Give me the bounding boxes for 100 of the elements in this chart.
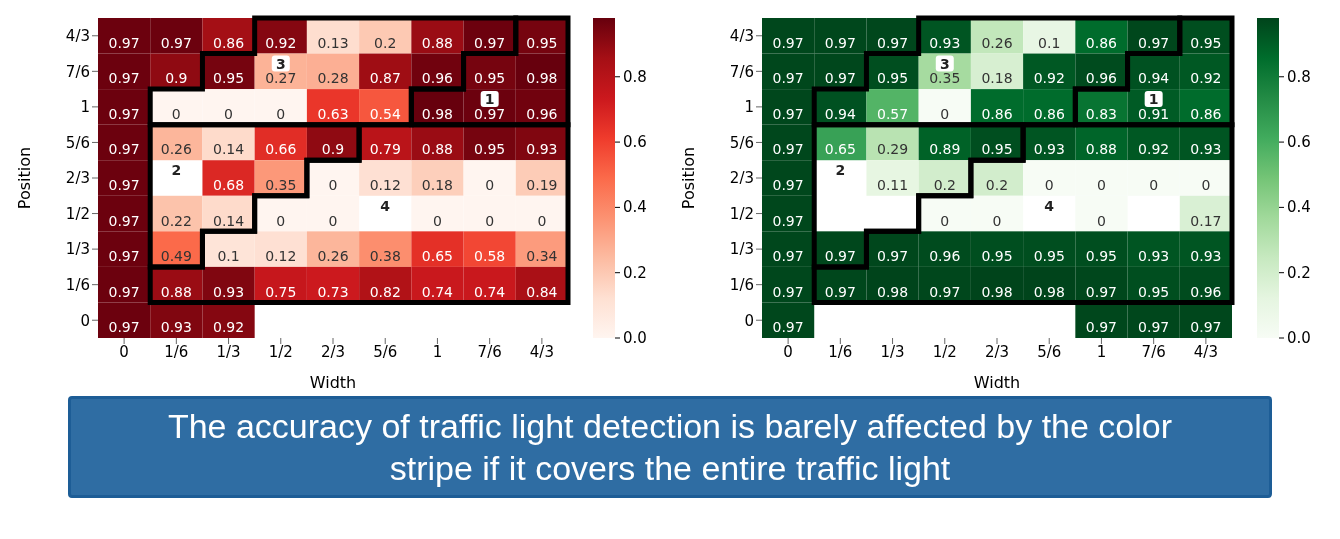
annotation: 2 (835, 162, 846, 179)
data-label: 0.97 (160, 34, 192, 51)
data-label: 0.97 (772, 105, 804, 122)
data-label: 0 (328, 177, 338, 193)
data-label: 0.2 (933, 177, 956, 193)
data-label: 0.22 (160, 212, 192, 229)
x-tick-label: 0 (783, 342, 793, 361)
x-tick-label: 1/2 (268, 342, 293, 361)
data-label: 0.86 (212, 34, 245, 51)
annotation: 2 (171, 162, 182, 179)
y-tick-label: 4/3 (65, 27, 90, 46)
data-label: 0.83 (1085, 105, 1118, 122)
data-label: 0.98 (981, 283, 1013, 300)
annotation: 1 (484, 91, 495, 108)
y-tick-label: 1/6 (729, 275, 754, 294)
data-label: 0.92 (1138, 141, 1170, 158)
data-label: 0.93 (526, 141, 558, 158)
data-label: 0.97 (772, 283, 804, 300)
data-label: 0.49 (160, 248, 192, 265)
data-label: 0.35 (265, 177, 297, 193)
data-label: 0.28 (317, 70, 349, 87)
x-tick-label: 1/6 (828, 342, 853, 361)
data-label: 0.97 (824, 34, 856, 51)
data-label: 0.14 (212, 141, 245, 158)
x-axis-title: Width (973, 373, 1021, 392)
data-label: 0.68 (212, 177, 245, 193)
data-label: 0.88 (160, 283, 192, 300)
y-axis-title: Position (678, 146, 698, 210)
data-label: 0.95 (876, 70, 909, 87)
data-label: 0.26 (160, 141, 193, 158)
data-label: 0.95 (981, 248, 1013, 265)
data-label: 0.97 (876, 34, 909, 51)
data-label: 0.9 (165, 70, 188, 87)
data-label: 0.2 (374, 34, 397, 51)
data-label: 0.86 (1033, 105, 1065, 122)
data-label: 0.97 (772, 177, 804, 193)
data-label: 0.97 (108, 177, 140, 193)
color-bar-label: 0.2 (1287, 263, 1311, 282)
data-label: 0.88 (421, 141, 454, 158)
data-label: 0.96 (421, 70, 454, 87)
data-label: 0.26 (317, 248, 349, 265)
data-label: 0.97 (108, 319, 140, 336)
data-label: 0.86 (1085, 34, 1118, 51)
data-label: 0 (537, 212, 547, 229)
data-label: 0.63 (317, 105, 349, 122)
data-label: 0.97 (108, 141, 140, 158)
data-label: 0.97 (1085, 283, 1118, 300)
data-label: 0.96 (1085, 70, 1118, 87)
data-label: 0.93 (1138, 248, 1170, 265)
data-label: 0.97 (772, 34, 804, 51)
y-tick-label: 1/3 (65, 240, 90, 259)
x-tick-label: 4/3 (529, 342, 554, 361)
data-label: 0.92 (265, 34, 297, 51)
y-tick-label: 5/6 (65, 133, 90, 152)
data-label: 0 (1096, 212, 1106, 229)
data-label: 0.97 (1138, 34, 1170, 51)
data-label: 0.97 (108, 248, 140, 265)
data-label: 0 (328, 212, 338, 229)
x-tick-label: 2/3 (320, 342, 346, 361)
data-label: 0.58 (474, 248, 506, 265)
data-label: 0.2 (985, 177, 1009, 193)
data-label: 0.89 (929, 141, 961, 158)
data-label: 0.38 (369, 248, 401, 265)
data-label: 0 (940, 105, 950, 122)
data-label: 0.87 (369, 70, 401, 87)
data-label: 0.97 (772, 70, 804, 87)
data-label: 0.98 (421, 105, 454, 122)
data-label: 0.84 (526, 283, 558, 300)
y-tick-label: 5/6 (729, 133, 754, 152)
data-label: 0.1 (1038, 34, 1061, 51)
data-label: 0.9 (321, 141, 345, 158)
data-label: 0.13 (317, 34, 349, 51)
x-tick-label: 5/6 (373, 342, 398, 361)
data-label: 0.93 (1190, 248, 1222, 265)
data-label: 0.95 (1190, 34, 1222, 51)
data-label: 0.11 (876, 177, 909, 193)
data-label: 0 (224, 105, 234, 122)
data-label: 0.97 (824, 283, 856, 300)
data-label: 0 (432, 212, 442, 229)
data-label: 0.93 (1033, 141, 1065, 158)
data-label: 0.97 (108, 212, 140, 229)
text: The accuracy of traffic light detection is barely affected by the color stripe if it covers the entire traffic light (68, 396, 1272, 498)
data-label: 0.94 (1138, 70, 1170, 87)
data-label: 0.97 (1138, 319, 1170, 336)
data-label: 0.95 (1085, 248, 1118, 265)
data-label: 0.14 (212, 212, 245, 229)
color-bar-label: 0.6 (623, 133, 647, 152)
data-label: 0.93 (212, 283, 245, 300)
data-label: 0.92 (212, 319, 245, 336)
data-label: 0.65 (824, 141, 856, 158)
data-label: 0.95 (981, 141, 1013, 158)
y-tick-label: 1/3 (729, 240, 754, 259)
data-label: 0 (1096, 177, 1106, 193)
data-label: 0.93 (160, 319, 192, 336)
data-label: 0.97 (876, 248, 909, 265)
data-label: 0.65 (421, 248, 454, 265)
data-label: 0.97 (1190, 319, 1222, 336)
data-label: 0.97 (108, 105, 140, 122)
data-label: 0.26 (981, 34, 1013, 51)
data-label: 0.97 (1085, 319, 1118, 336)
